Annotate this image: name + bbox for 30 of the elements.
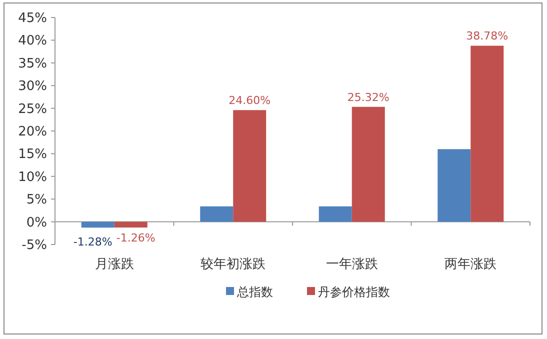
data-label: -1.26% (116, 232, 156, 245)
bar (352, 106, 385, 222)
y-tick-label: 25% (18, 102, 47, 117)
bar (200, 206, 234, 222)
legend-label: 总指数 (236, 285, 273, 299)
y-tick-label: 45% (18, 11, 47, 26)
y-tick-label: -5% (22, 238, 47, 253)
y-tick-label: 30% (18, 79, 47, 94)
bar (233, 110, 266, 222)
bar (470, 46, 504, 222)
x-tick-label: 两年涨跌 (444, 257, 497, 272)
legend-label: 丹参价格指数 (318, 285, 390, 299)
y-tick-label: 20% (18, 124, 47, 140)
y-tick-label: 5% (26, 192, 47, 208)
x-tick-label: 一年涨跌 (326, 257, 378, 272)
bar (438, 149, 471, 222)
x-tick-label: 较年初涨跌 (200, 257, 266, 272)
y-tick-label: 15% (18, 147, 47, 162)
data-label: 25.32% (347, 90, 390, 104)
data-label: -1.28% (73, 236, 112, 249)
bar (318, 206, 352, 222)
bar (114, 222, 148, 228)
y-tick-label: 40% (18, 34, 47, 49)
y-tick-label: 10% (18, 170, 47, 185)
data-label: 24.60% (228, 94, 271, 108)
x-tick-label: 月涨跌 (94, 257, 134, 272)
y-tick-label: 35% (18, 56, 47, 72)
bar (81, 222, 114, 228)
data-label: 38.78% (466, 30, 508, 43)
y-tick-label: 0% (26, 215, 47, 230)
